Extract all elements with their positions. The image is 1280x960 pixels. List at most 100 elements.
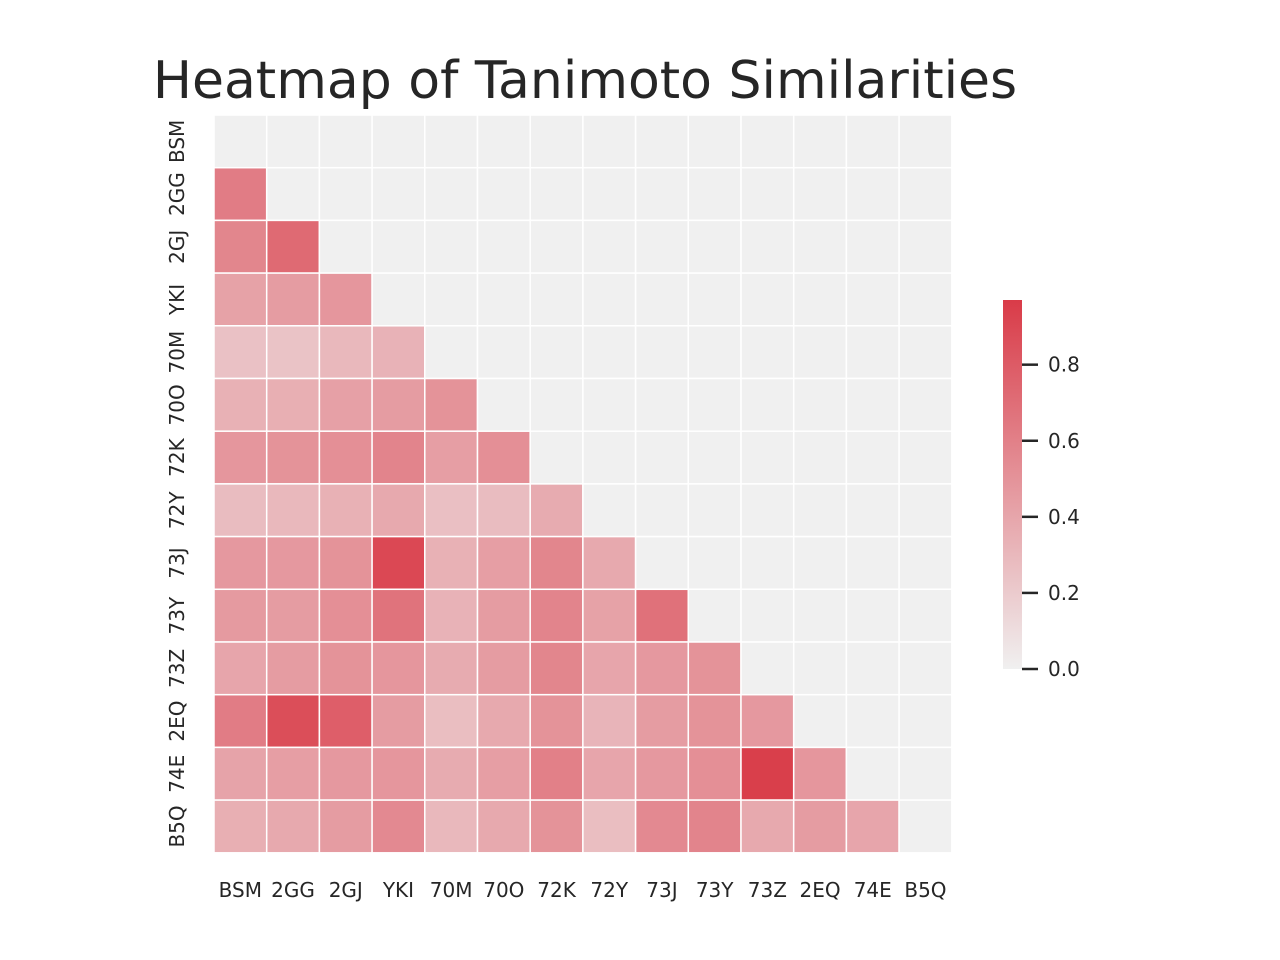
masked-cell	[687, 219, 742, 274]
heatmap-cell	[529, 746, 584, 801]
masked-cell	[845, 535, 900, 591]
heatmap-cell	[265, 219, 321, 274]
heatmap-cell	[476, 483, 531, 538]
masked-cell	[845, 166, 900, 222]
masked-cell	[740, 535, 795, 591]
heatmap-cell	[265, 483, 321, 538]
heatmap-cell	[213, 641, 268, 696]
heatmap-cell	[265, 693, 321, 749]
heatmap-cell	[424, 483, 479, 538]
masked-cell	[740, 430, 795, 485]
x-tick-label: 2EQ	[799, 878, 840, 902]
heatmap-cell	[687, 799, 742, 854]
colorbar-tick-label: 0.6	[1048, 429, 1080, 453]
heatmap-cell	[476, 693, 531, 749]
masked-cell	[898, 588, 953, 643]
masked-cell	[634, 377, 690, 432]
masked-cell	[845, 114, 900, 169]
heatmap-cell	[740, 799, 795, 854]
masked-cell	[792, 166, 848, 222]
masked-cell	[845, 377, 900, 432]
masked-cell	[845, 272, 900, 327]
x-tick-label: 72Y	[590, 878, 628, 902]
masked-cell	[687, 325, 742, 380]
masked-cell	[529, 272, 584, 327]
masked-cell	[424, 325, 479, 380]
heatmap-cell	[424, 641, 479, 696]
masked-cell	[371, 114, 426, 169]
masked-cell	[529, 430, 584, 485]
masked-cell	[318, 219, 373, 274]
masked-cell	[371, 219, 426, 274]
heatmap-cell	[424, 746, 479, 801]
masked-cell	[898, 483, 953, 538]
heatmap-cell	[213, 166, 268, 222]
masked-cell	[529, 219, 584, 274]
heatmap-cell	[634, 693, 690, 749]
heatmap-cell	[213, 799, 268, 854]
masked-cell	[740, 325, 795, 380]
x-tick-label: 72K	[537, 878, 576, 902]
y-tick-label: B5Q	[165, 805, 189, 847]
masked-cell	[845, 219, 900, 274]
heatmap-cell	[318, 693, 373, 749]
y-tick-label: 2GG	[165, 172, 189, 216]
heatmap-cell	[529, 483, 584, 538]
heatmap-cell	[371, 483, 426, 538]
heatmap-cell	[845, 799, 900, 854]
masked-cell	[740, 114, 795, 169]
heatmap-cell	[213, 377, 268, 432]
masked-cell	[792, 483, 848, 538]
masked-cell	[898, 114, 953, 169]
masked-cell	[740, 166, 795, 222]
heatmap-cell	[371, 430, 426, 485]
masked-cell	[792, 219, 848, 274]
masked-cell	[634, 483, 690, 538]
masked-cell	[318, 114, 373, 169]
heatmap-cell	[213, 272, 268, 327]
heatmap-cell	[634, 799, 690, 854]
masked-cell	[634, 219, 690, 274]
heatmap-cell	[318, 641, 373, 696]
heatmap-cell	[265, 430, 321, 485]
masked-cell	[265, 114, 321, 169]
masked-cell	[845, 430, 900, 485]
heatmap-cell	[265, 641, 321, 696]
y-tick-label: 73Z	[165, 649, 189, 688]
heatmap-cell	[582, 535, 637, 591]
heatmap-cell	[213, 430, 268, 485]
heatmap-cell	[318, 799, 373, 854]
x-tick-label: 74E	[854, 878, 892, 902]
masked-cell	[845, 641, 900, 696]
masked-cell	[529, 325, 584, 380]
y-tick-label: 74E	[165, 755, 189, 793]
heatmap-cell	[213, 219, 268, 274]
masked-cell	[371, 166, 426, 222]
masked-cell	[740, 588, 795, 643]
x-tick-labels: BSM 2GG 2GJ YKI 70M 70O 72K 72Y 73J 73Y 73Z 2EQ 74E B…	[219, 878, 947, 902]
heatmap-cell	[265, 746, 321, 801]
heatmap-cell	[687, 746, 742, 801]
masked-cell	[792, 588, 848, 643]
heatmap-cell	[582, 746, 637, 801]
heatmap-cell	[582, 641, 637, 696]
masked-cell	[634, 272, 690, 327]
heatmap-cell	[476, 641, 531, 696]
heatmap-cell	[318, 325, 373, 380]
heatmap-cell	[476, 535, 531, 591]
masked-cell	[582, 430, 637, 485]
masked-cell	[845, 483, 900, 538]
y-tick-label: BSM	[165, 120, 189, 163]
masked-cell	[898, 377, 953, 432]
masked-cell	[582, 377, 637, 432]
heatmap-cell	[265, 325, 321, 380]
heatmap-cell	[529, 588, 584, 643]
masked-cell	[845, 588, 900, 643]
masked-cell	[582, 166, 637, 222]
heatmap-cell	[371, 588, 426, 643]
masked-cell	[687, 588, 742, 643]
heatmap-cell	[529, 799, 584, 854]
masked-cell	[792, 430, 848, 485]
heatmap-cell	[265, 272, 321, 327]
masked-cell	[687, 483, 742, 538]
